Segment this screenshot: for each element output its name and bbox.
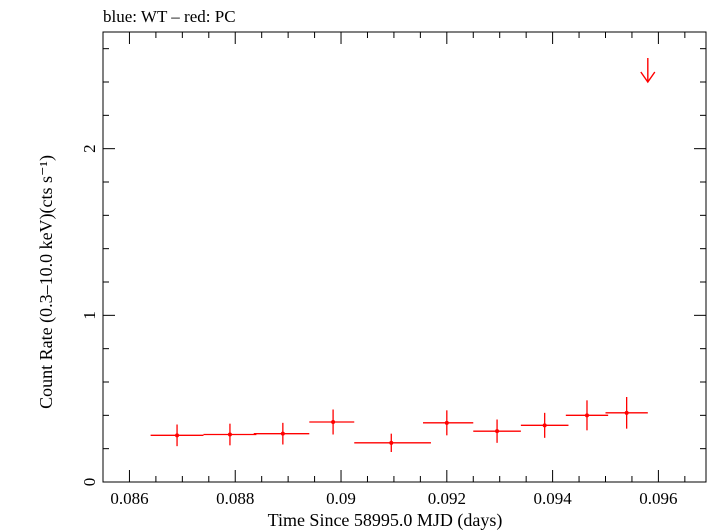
data-point-6 (473, 419, 521, 443)
data-point-5 (423, 410, 474, 436)
data-point-4 (354, 433, 431, 452)
plot-frame (102, 31, 707, 483)
data-point-1 (203, 423, 257, 446)
data-point-3 (309, 409, 355, 435)
data-point-7 (520, 412, 569, 438)
x-tick-label-3: 0.092 (428, 489, 466, 508)
point-marker-0 (175, 433, 180, 438)
x-tick-label-4: 0.094 (533, 489, 572, 508)
point-marker-4 (389, 440, 394, 445)
x-tick-label-2: 0.09 (326, 489, 356, 508)
point-marker-6 (495, 429, 500, 434)
point-marker-2 (280, 431, 285, 436)
data-point-0 (150, 424, 204, 447)
chart-title: blue: WT – red: PC (103, 7, 236, 26)
upper-limit-arrowhead-0 (640, 71, 656, 84)
x-tick-label-5: 0.096 (639, 489, 677, 508)
data-point-8 (565, 400, 609, 431)
point-marker-5 (444, 420, 449, 425)
data-point-2 (253, 422, 310, 445)
upper-limit-0 (640, 58, 656, 84)
point-marker-3 (331, 420, 336, 424)
y-axis-ticks: 0 1 2 (80, 48, 706, 487)
data-point-9 (605, 397, 648, 429)
y-tick-label-0: 0 (80, 478, 99, 487)
x-axis-ticks: 0.086 0.088 0.09 0.092 0.094 0.096 (102, 32, 686, 508)
x-tick-label-0: 0.086 (110, 489, 148, 508)
y-tick-label-2: 2 (80, 144, 99, 153)
x-tick-label-1: 0.088 (216, 489, 254, 508)
point-marker-7 (542, 423, 547, 428)
upper-limit-markers (640, 58, 656, 84)
point-marker-1 (227, 432, 232, 437)
y-axis-label: Count Rate (0.3–10.0 keV)(cts s⁻¹) (36, 155, 57, 409)
x-axis-label: Time Since 58995.0 MJD (days) (268, 510, 503, 531)
point-marker-9 (624, 410, 629, 415)
data-points (150, 397, 648, 452)
point-marker-8 (584, 413, 589, 418)
y-tick-label-1: 1 (80, 311, 99, 320)
